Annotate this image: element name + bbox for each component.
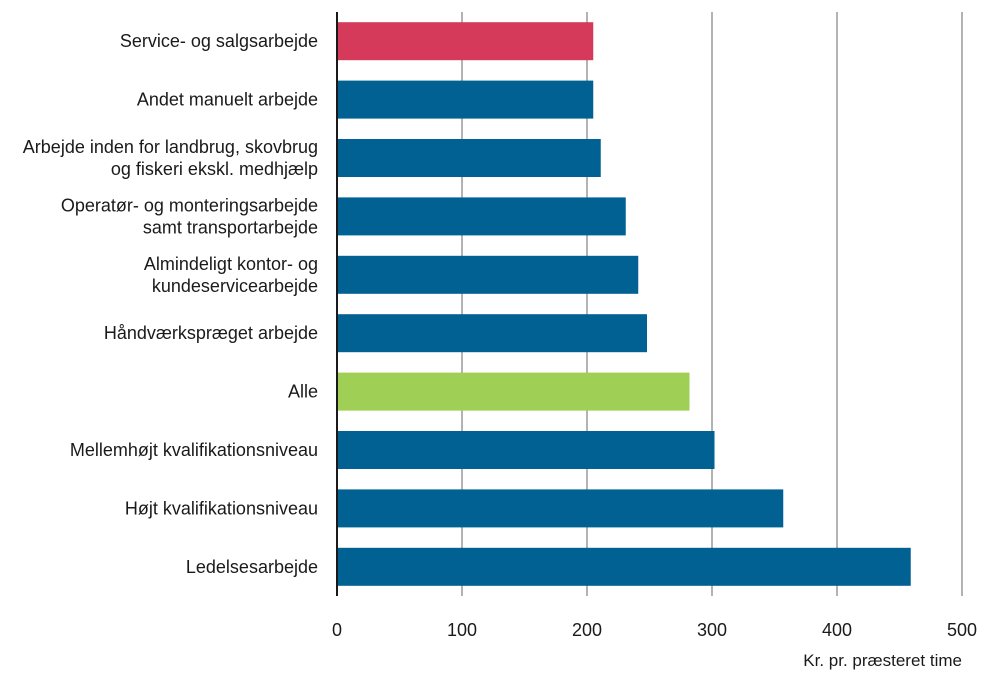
- x-tick-labels: 0 100 200 300 400 500: [332, 620, 977, 640]
- bar: [337, 22, 594, 61]
- category-label: Andet manuelt arbejde: [137, 90, 318, 110]
- category-label: Mellemhøjt kvalifikationsniveau: [70, 440, 318, 460]
- x-tick-label: 500: [947, 620, 977, 640]
- bar: [337, 431, 715, 469]
- category-label: Arbejde inden for landbrug, skovbrug og f…: [23, 137, 318, 179]
- category-label: Service- og salgsarbejde: [120, 31, 318, 51]
- x-tick-label: 100: [447, 620, 477, 640]
- bar: [337, 489, 784, 528]
- category-label: Almindeligt kontor- og kundeservicearbejd…: [144, 254, 318, 296]
- x-tick-label: 400: [822, 620, 852, 640]
- category-label: Operatør- og monteringsarbejde samt trans…: [61, 195, 318, 237]
- bar: [337, 80, 594, 119]
- bar: [337, 139, 601, 177]
- x-tick-label: 300: [697, 620, 727, 640]
- category-labels: Service- og salgsarbejde Andet manuelt ar…: [23, 31, 318, 577]
- category-label: Håndværkspræget arbejde: [104, 323, 318, 343]
- x-tick-label: 0: [332, 620, 342, 640]
- category-label: Ledelsesarbejde: [186, 557, 318, 577]
- bar: [337, 255, 639, 294]
- category-label: Alle: [288, 382, 318, 402]
- x-tick-label: 200: [572, 620, 602, 640]
- x-axis-title: Kr. pr. præsteret time: [803, 651, 962, 670]
- bar: [337, 547, 911, 586]
- bar: [337, 197, 626, 236]
- bar: [337, 372, 690, 411]
- bars: [337, 22, 911, 586]
- category-label: Højt kvalifikationsniveau: [125, 498, 318, 518]
- bar: [337, 314, 647, 353]
